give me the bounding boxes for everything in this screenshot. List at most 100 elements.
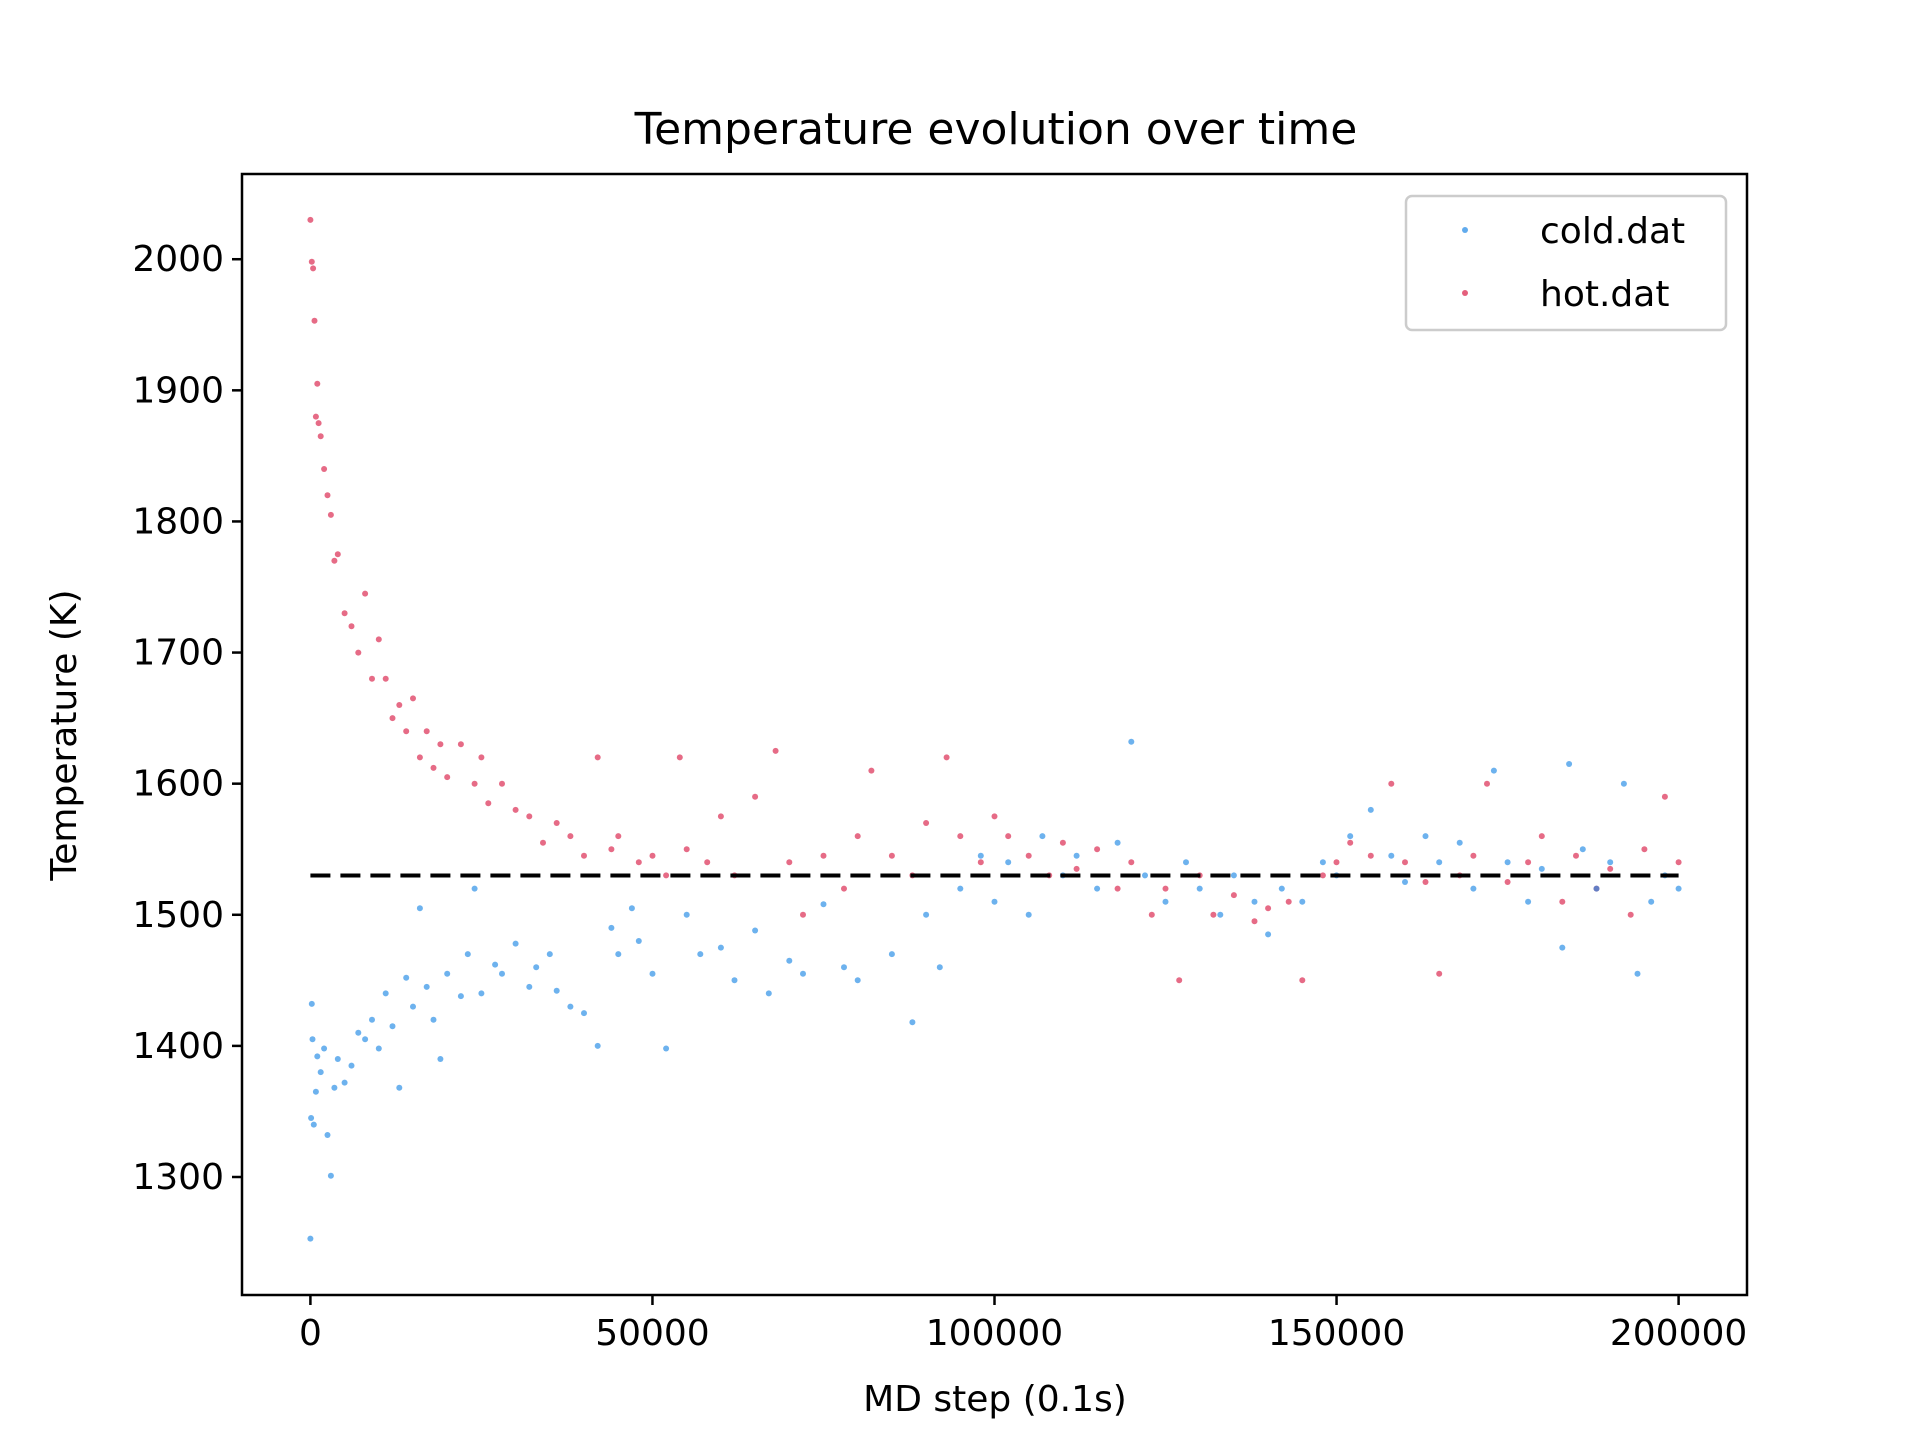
x-tick-label: 150000 xyxy=(1268,1313,1405,1354)
hot-data-point xyxy=(1402,859,1408,866)
cold-data-point xyxy=(765,990,772,997)
hot-data-point xyxy=(471,780,478,787)
cold-data-point xyxy=(444,970,451,977)
cold-data-point xyxy=(1593,885,1600,892)
cold-data-point xyxy=(1634,970,1641,977)
x-tick-label: 100000 xyxy=(926,1313,1063,1354)
hot-data-point xyxy=(423,728,430,735)
hot-data-point xyxy=(717,813,724,820)
hot-data-point xyxy=(321,466,328,472)
legend-cold-label: cold.dat xyxy=(1540,211,1685,252)
hot-data-point xyxy=(314,380,321,387)
hot-data-point xyxy=(457,741,464,748)
cold-data-point xyxy=(478,990,485,997)
hot-data-point xyxy=(499,780,505,787)
cold-data-point xyxy=(1504,859,1511,866)
hot-data-point xyxy=(553,820,560,826)
cold-data-point xyxy=(310,1121,317,1128)
cold-data-point xyxy=(1436,859,1443,866)
cold-data-point xyxy=(321,1045,328,1052)
hot-data-point xyxy=(1210,911,1217,918)
cold-data-point xyxy=(1525,898,1532,905)
hot-data-point xyxy=(1675,859,1682,866)
hot-data-point xyxy=(331,557,338,564)
cold-data-point xyxy=(683,911,690,918)
hot-data-point xyxy=(786,859,793,866)
hot-data-point xyxy=(752,793,759,800)
hot-data-point xyxy=(1162,885,1169,892)
y-axis-label: Temperature (K) xyxy=(44,589,85,881)
cold-data-point xyxy=(307,1235,314,1242)
cold-data-point xyxy=(1025,911,1032,918)
cold-data-point xyxy=(430,1016,437,1023)
y-tick-label: 1400 xyxy=(132,1026,224,1067)
cold-data-point xyxy=(546,951,553,958)
cold-data-point xyxy=(800,970,806,977)
y-tick-label: 1500 xyxy=(132,895,224,936)
cold-data-point xyxy=(403,974,410,981)
cold-data-point xyxy=(324,1132,331,1138)
hot-data-point xyxy=(485,800,492,807)
hot-data-point xyxy=(820,852,827,859)
cold-data-point xyxy=(1265,931,1272,938)
hot-data-point xyxy=(1573,852,1579,859)
cold-data-point xyxy=(1073,852,1080,859)
cold-data-point xyxy=(854,977,861,984)
x-tick-label: 0 xyxy=(299,1313,322,1354)
cold-data-point xyxy=(331,1084,338,1091)
cold-data-point xyxy=(1607,859,1614,866)
cold-data-point xyxy=(1422,833,1429,840)
hot-data-point xyxy=(1347,839,1354,846)
hot-data-point xyxy=(1388,780,1395,787)
cold-data-point xyxy=(752,927,759,934)
hot-data-point xyxy=(1230,892,1237,899)
cold-data-point xyxy=(457,993,464,1000)
hot-data-point xyxy=(683,846,690,853)
hot-data-point xyxy=(327,511,334,518)
hot-data-point xyxy=(841,885,847,892)
hot-data-point xyxy=(888,852,895,859)
hot-data-point xyxy=(1005,833,1012,840)
x-axis-label: MD step (0.1s) xyxy=(863,1379,1127,1420)
y-tick-label: 2000 xyxy=(132,239,224,280)
hot-data-point xyxy=(1176,977,1183,984)
hot-data-point xyxy=(396,702,403,708)
hot-data-point xyxy=(540,839,546,846)
cold-data-point xyxy=(309,1036,316,1043)
hot-data-point xyxy=(608,846,615,853)
hot-data-point xyxy=(315,420,322,427)
cold-data-point xyxy=(1648,898,1655,905)
hot-data-point xyxy=(581,852,587,859)
hot-data-point xyxy=(310,265,317,272)
hot-data-point xyxy=(324,492,331,499)
hot-data-point xyxy=(348,623,355,630)
hot-data-point xyxy=(854,833,861,840)
hot-data-point xyxy=(943,754,950,761)
cold-data-point xyxy=(1196,885,1203,892)
hot-data-point xyxy=(369,675,375,682)
hot-data-point xyxy=(676,754,683,761)
cold-data-point xyxy=(628,905,635,912)
cold-data-point xyxy=(888,951,895,958)
cold-data-point xyxy=(1566,761,1573,767)
cold-data-point xyxy=(396,1084,403,1091)
cold-data-point xyxy=(820,901,827,908)
cold-data-point xyxy=(923,911,930,918)
cold-data-point xyxy=(1319,859,1326,866)
hot-data-point xyxy=(663,872,670,879)
cold-data-point xyxy=(512,940,519,947)
hot-data-point xyxy=(311,317,318,324)
y-tick-label: 1800 xyxy=(132,501,224,542)
cold-data-point xyxy=(1142,872,1148,879)
hot-data-point xyxy=(355,649,362,656)
hot-data-point xyxy=(317,433,324,440)
hot-data-point xyxy=(416,754,423,761)
y-tick-label: 1900 xyxy=(132,370,224,411)
cold-data-point xyxy=(1278,885,1285,892)
cold-data-point xyxy=(375,1045,382,1052)
cold-data-point xyxy=(991,898,998,905)
cold-data-point xyxy=(936,964,943,971)
cold-data-point xyxy=(1538,865,1545,872)
hot-data-point xyxy=(1114,885,1121,892)
hot-data-point xyxy=(615,833,622,840)
